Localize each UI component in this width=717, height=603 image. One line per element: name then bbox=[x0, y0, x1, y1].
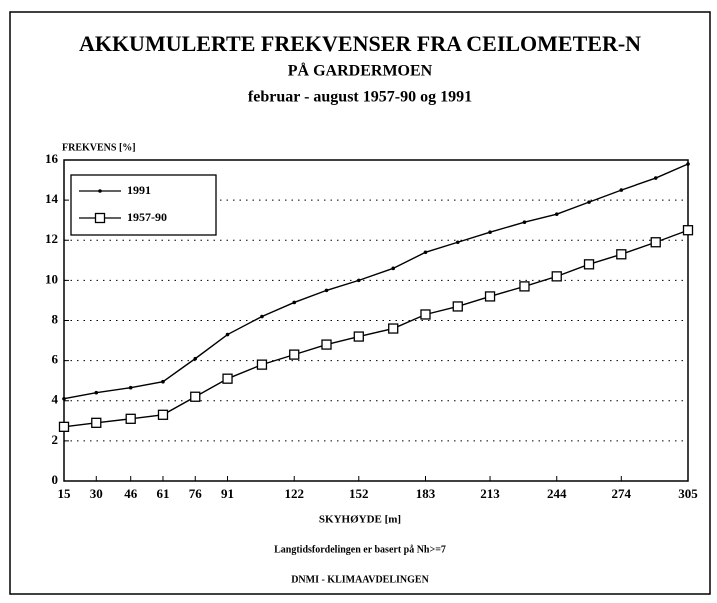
chart-subtitle: PÅ GARDERMOEN bbox=[288, 62, 433, 80]
y-tick-label: 4 bbox=[52, 392, 59, 407]
frame bbox=[9, 11, 711, 595]
chart-title: AKKUMULERTE FREKVENSER FRA CEILOMETER-N bbox=[79, 31, 641, 56]
marker bbox=[62, 396, 66, 401]
y-tick-label: 14 bbox=[45, 191, 59, 206]
legend-label: 1991 bbox=[127, 183, 151, 197]
marker bbox=[388, 323, 399, 334]
y-axis-label: FREKVENS [%] bbox=[62, 142, 136, 153]
x-axis-label: SKYHØYDE [m] bbox=[319, 514, 401, 526]
plot-area bbox=[63, 159, 689, 482]
marker bbox=[58, 421, 70, 432]
marker bbox=[686, 162, 690, 166]
marker bbox=[551, 271, 562, 282]
marker bbox=[653, 176, 658, 180]
marker bbox=[292, 300, 297, 305]
x-tick-label: 46 bbox=[124, 486, 138, 501]
marker bbox=[650, 237, 661, 248]
y-tick-label: 2 bbox=[52, 432, 59, 447]
marker bbox=[583, 259, 595, 270]
marker bbox=[260, 314, 264, 319]
note: Langtidsfordelingen er basert på Nh>=7 bbox=[274, 544, 446, 555]
y-tick-label: 16 bbox=[45, 151, 59, 166]
marker bbox=[289, 349, 300, 360]
x-tick-label: 122 bbox=[284, 486, 304, 501]
marker bbox=[554, 212, 559, 216]
y-tick-label: 12 bbox=[45, 231, 58, 246]
marker bbox=[321, 339, 332, 350]
marker bbox=[128, 385, 133, 390]
marker bbox=[616, 249, 627, 260]
marker bbox=[682, 225, 694, 236]
x-tick-label: 152 bbox=[349, 486, 369, 501]
x-tick-label: 15 bbox=[58, 486, 72, 501]
marker bbox=[587, 200, 591, 204]
marker bbox=[619, 188, 624, 192]
marker bbox=[190, 391, 201, 402]
marker bbox=[455, 240, 460, 245]
x-tick-label: 30 bbox=[90, 486, 103, 501]
marker bbox=[420, 309, 431, 320]
x-tick-label: 244 bbox=[547, 486, 567, 501]
y-tick-label: 6 bbox=[52, 352, 59, 367]
marker bbox=[353, 331, 364, 342]
x-tick-label: 274 bbox=[612, 486, 632, 501]
marker bbox=[125, 413, 136, 424]
marker bbox=[452, 301, 463, 312]
series-line bbox=[63, 229, 689, 428]
marker bbox=[484, 291, 496, 302]
legend-box bbox=[70, 174, 217, 236]
y-tick-label: 0 bbox=[52, 472, 59, 487]
marker bbox=[522, 220, 527, 224]
marker bbox=[222, 373, 233, 384]
marker bbox=[225, 332, 230, 337]
marker bbox=[98, 189, 102, 193]
marker bbox=[519, 281, 530, 292]
x-tick-label: 213 bbox=[480, 486, 500, 501]
y-tick-label: 10 bbox=[45, 271, 58, 286]
y-tick-label: 8 bbox=[52, 311, 59, 326]
marker bbox=[94, 212, 106, 224]
marker bbox=[161, 379, 165, 384]
marker bbox=[94, 390, 99, 395]
x-tick-label: 91 bbox=[221, 486, 234, 501]
marker bbox=[423, 250, 428, 255]
marker bbox=[157, 409, 169, 420]
x-tick-label: 305 bbox=[678, 486, 698, 501]
legend-label: 1957-90 bbox=[127, 210, 167, 224]
x-tick-label: 61 bbox=[156, 486, 169, 501]
x-tick-label: 183 bbox=[416, 486, 436, 501]
marker bbox=[356, 278, 361, 283]
chart-subtitle: februar - august 1957-90 og 1991 bbox=[248, 89, 472, 106]
marker bbox=[391, 266, 396, 271]
marker bbox=[324, 288, 329, 293]
x-tick-label: 76 bbox=[189, 486, 203, 501]
marker bbox=[91, 417, 102, 428]
source: DNMI - KLIMAAVDELINGEN bbox=[291, 574, 429, 585]
marker bbox=[193, 356, 198, 361]
marker bbox=[256, 359, 268, 370]
series-line bbox=[63, 163, 689, 400]
marker bbox=[488, 230, 492, 235]
